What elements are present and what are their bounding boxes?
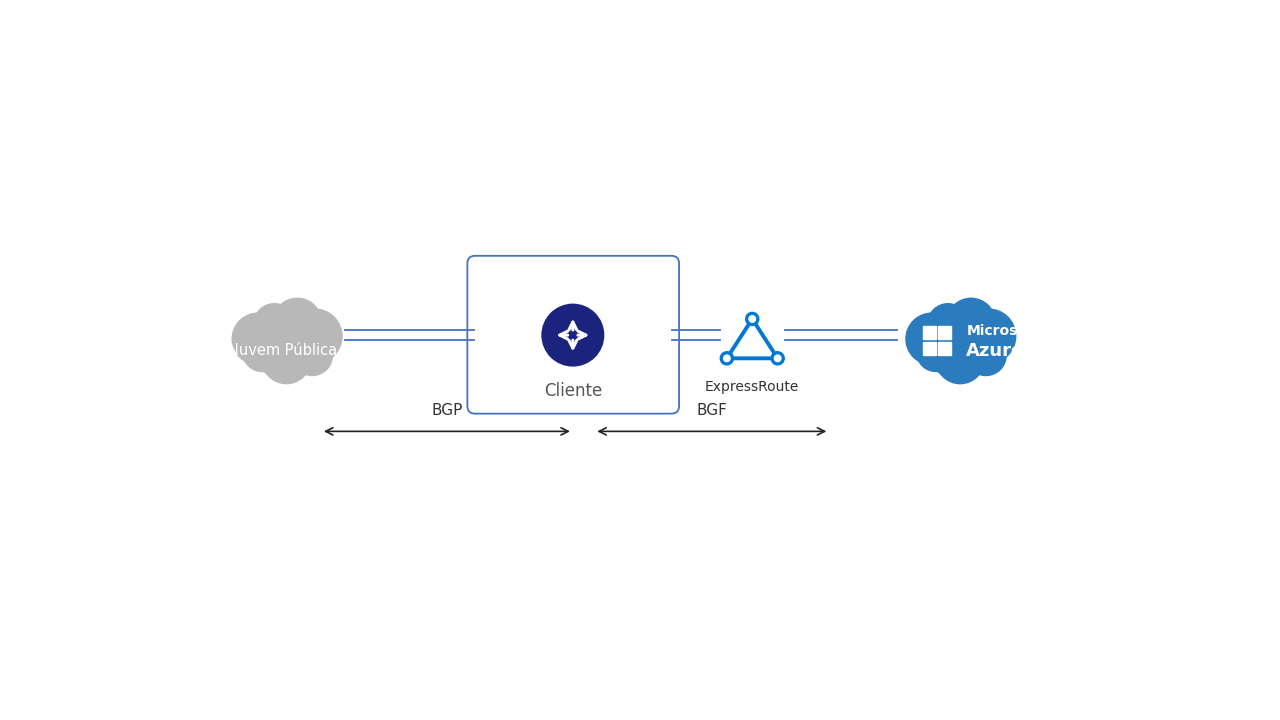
Circle shape: [232, 313, 284, 364]
Circle shape: [928, 304, 968, 344]
Circle shape: [288, 309, 342, 364]
FancyBboxPatch shape: [467, 256, 680, 414]
Bar: [923, 342, 936, 354]
Text: Cliente: Cliente: [544, 382, 603, 400]
Text: Microsoft: Microsoft: [966, 324, 1039, 338]
Circle shape: [253, 304, 294, 344]
Circle shape: [721, 352, 733, 365]
Circle shape: [746, 312, 759, 325]
Circle shape: [774, 355, 781, 361]
Bar: [938, 326, 951, 339]
Circle shape: [273, 298, 321, 347]
Circle shape: [262, 335, 311, 384]
Circle shape: [771, 352, 785, 365]
Bar: [923, 326, 936, 339]
Circle shape: [947, 298, 996, 347]
Circle shape: [541, 305, 604, 366]
Circle shape: [292, 335, 333, 376]
Text: BGP: BGP: [431, 403, 462, 418]
Text: ExpressRoute: ExpressRoute: [705, 379, 800, 394]
Circle shape: [961, 309, 1016, 364]
Circle shape: [936, 335, 984, 384]
Circle shape: [916, 333, 955, 372]
Circle shape: [251, 309, 321, 379]
Circle shape: [243, 333, 282, 372]
Circle shape: [906, 313, 957, 364]
Bar: [938, 342, 951, 354]
Circle shape: [723, 355, 730, 361]
Circle shape: [925, 309, 996, 379]
Circle shape: [749, 315, 755, 323]
Circle shape: [965, 335, 1006, 376]
Text: BGF: BGF: [696, 403, 727, 418]
Text: Nuvem Pública: Nuvem Pública: [228, 343, 337, 358]
Text: Azure: Azure: [966, 341, 1024, 359]
